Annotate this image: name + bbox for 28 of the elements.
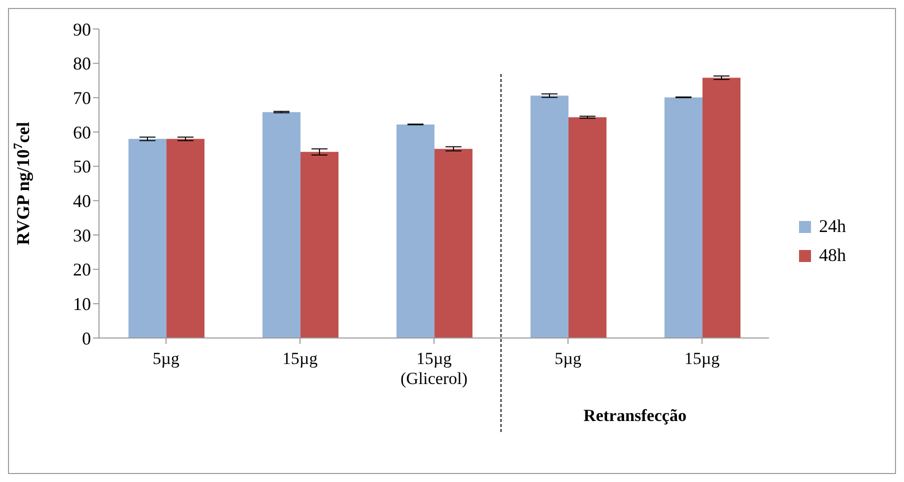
legend-label: 48h [819,245,846,266]
y-tick-label: 60 [73,122,91,142]
x-tick-label: 5µg [152,349,180,368]
bar [702,78,740,338]
x-tick-label: 5µg [554,349,582,368]
y-tick-label: 50 [73,156,91,177]
y-tick-label: 20 [73,260,91,280]
bar [262,112,300,338]
bar [166,138,204,338]
bar [530,96,568,338]
y-tick-label: 30 [73,225,91,246]
bar [396,124,434,338]
bar [128,138,166,338]
y-tick-label: 0 [82,328,91,348]
bar [664,97,702,338]
bar [568,117,606,338]
y-tick-label: 80 [73,54,91,74]
y-tick-label: 10 [73,294,91,314]
x-tick-label: 15µg [684,349,720,368]
y-tick-label: 70 [73,88,91,108]
bar [300,152,338,338]
text: Retransfecção [582,406,688,426]
bar [434,148,472,338]
x-tick-label: 15µg (Glicerol) [400,349,468,388]
x-tick-label: 15µg [282,349,318,368]
legend-label: 24h [819,216,846,237]
y-tick-label: 40 [73,191,91,212]
y-tick-label: 90 [73,19,91,40]
